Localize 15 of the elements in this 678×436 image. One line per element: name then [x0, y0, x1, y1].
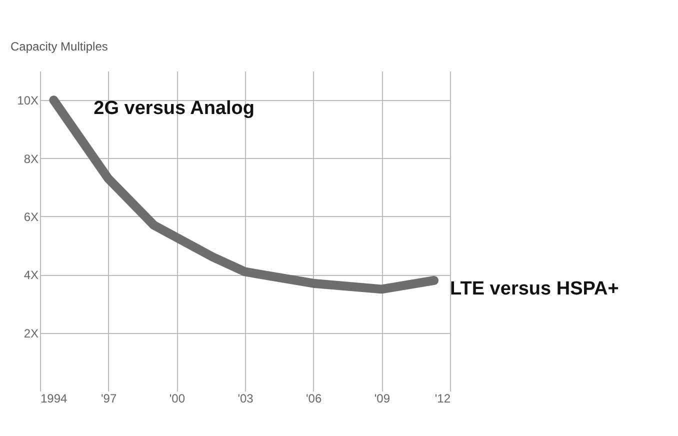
y-tick-label: 4X	[24, 268, 38, 282]
y-tick-label: 10X	[17, 94, 38, 108]
x-tick-label: '03	[238, 392, 254, 406]
y-tick-label: 2X	[24, 326, 38, 340]
x-tick-label: '09	[374, 392, 390, 406]
x-tick-label: '06	[306, 392, 322, 406]
x-tick-label: 1994	[40, 392, 68, 406]
y-tick-label: 8X	[24, 152, 38, 166]
x-tick-label: '97	[101, 392, 117, 406]
x-tick-label: '00	[169, 392, 186, 406]
y-axis-title: Capacity Multiples	[10, 40, 108, 54]
annotation: 2G versus Analog	[94, 98, 255, 120]
y-tick-label: 6X	[24, 210, 38, 224]
annotation: LTE versus HSPA+	[450, 278, 619, 300]
x-tick-label: '12	[434, 392, 451, 406]
